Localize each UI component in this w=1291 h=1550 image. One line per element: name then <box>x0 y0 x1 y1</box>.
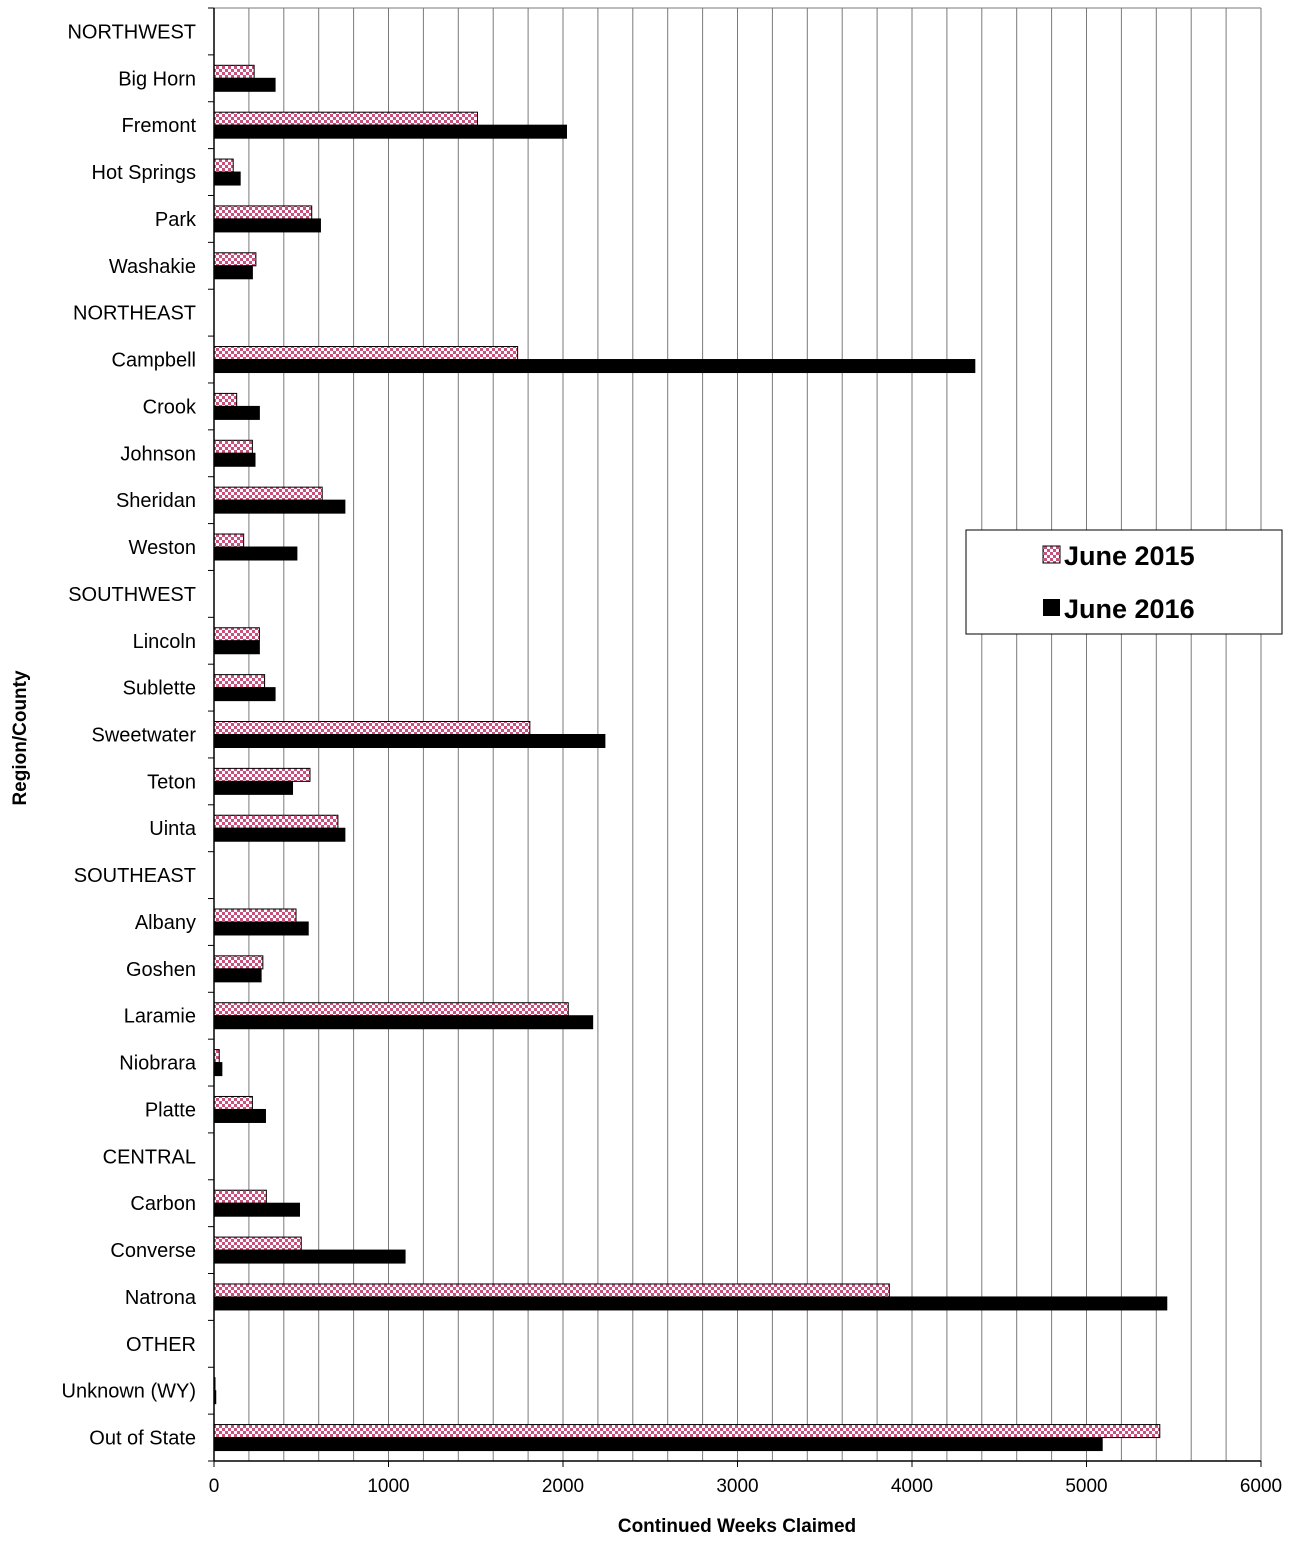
category-label: Out of State <box>89 1428 196 1450</box>
category-label: Niobrara <box>119 1053 197 1075</box>
y-axis-title: Region/County <box>10 670 31 806</box>
category-label: Natrona <box>125 1287 197 1309</box>
bar <box>213 111 478 126</box>
bar <box>213 452 256 467</box>
category-label: Big Horn <box>118 68 196 90</box>
category-label: NORTHWEST <box>67 21 196 43</box>
category-label: Goshen <box>126 959 196 981</box>
category-label: Weston <box>129 537 196 559</box>
bar <box>213 1236 302 1251</box>
bar <box>213 721 531 735</box>
category-label: Converse <box>110 1240 196 1262</box>
bar <box>213 1002 569 1017</box>
category-label: Sheridan <box>116 490 196 512</box>
bar <box>213 1049 220 1064</box>
x-tick-label: 2000 <box>542 1476 584 1497</box>
bar <box>213 955 264 970</box>
axes <box>208 7 1262 1467</box>
bar <box>213 64 255 79</box>
bar <box>213 1283 890 1298</box>
category-label: Teton <box>147 771 196 793</box>
bar <box>213 767 311 782</box>
category-label: Uinta <box>149 818 197 840</box>
x-tick-label: 4000 <box>891 1476 933 1497</box>
bar <box>213 1249 406 1264</box>
category-label: Johnson <box>120 443 196 465</box>
bar <box>213 486 323 501</box>
category-label: SOUTHWEST <box>68 584 196 606</box>
bar <box>213 546 298 561</box>
x-tick-label: 0 <box>209 1476 220 1497</box>
legend-label-june-2016: June 2016 <box>1064 594 1195 624</box>
bar <box>213 921 309 936</box>
bar <box>213 1062 223 1077</box>
bar <box>213 265 253 280</box>
bar <box>213 687 276 702</box>
category-label: Campbell <box>112 350 196 372</box>
bar <box>213 392 238 407</box>
category-label: Crook <box>143 396 197 418</box>
category-label: Sublette <box>123 678 196 700</box>
category-label: Carbon <box>130 1193 196 1215</box>
bar <box>213 499 346 514</box>
legend-box <box>965 529 1283 635</box>
bar <box>213 533 245 548</box>
x-tick-labels: 0 1000 2000 3000 4000 5000 6000 <box>209 1476 1282 1497</box>
category-label: Park <box>155 209 197 231</box>
bar <box>213 1015 594 1030</box>
bar <box>213 908 297 923</box>
category-label: Washakie <box>109 256 196 278</box>
bar <box>213 734 606 748</box>
bar <box>213 1202 301 1217</box>
bar <box>213 405 260 420</box>
category-label: Sweetwater <box>92 725 197 747</box>
bar <box>213 346 519 361</box>
category-label: Fremont <box>122 115 197 137</box>
bar <box>213 827 346 842</box>
bar <box>213 627 260 642</box>
bar <box>213 439 253 454</box>
bar <box>213 1424 1161 1439</box>
category-label: CENTRAL <box>103 1146 196 1168</box>
category-labels: NORTHWEST Big Horn Fremont Hot Springs Park W… <box>62 21 197 1449</box>
legend-swatch-june-2015 <box>1042 545 1061 564</box>
bar <box>213 1437 1103 1452</box>
x-tick-label: 6000 <box>1240 1476 1282 1497</box>
x-tick-label: 5000 <box>1065 1476 1107 1497</box>
bar <box>213 171 241 186</box>
bar <box>213 158 234 173</box>
legend-label-june-2015: June 2015 <box>1064 541 1195 571</box>
bar <box>213 124 567 139</box>
x-tick-label: 1000 <box>367 1476 409 1497</box>
bar <box>213 218 321 233</box>
category-label: Hot Springs <box>92 162 197 184</box>
bar <box>213 252 257 267</box>
category-label: NORTHEAST <box>73 303 196 325</box>
bar <box>213 1095 253 1110</box>
bar <box>213 968 262 983</box>
category-label: Albany <box>135 912 196 934</box>
bar <box>213 1108 266 1123</box>
category-label: Laramie <box>124 1006 196 1028</box>
bar <box>213 1189 267 1204</box>
legend: June 2015 June 2016 <box>965 529 1283 635</box>
category-label: Platte <box>145 1099 196 1121</box>
bar <box>213 1296 1168 1311</box>
x-axis-title: Continued Weeks Claimed <box>618 1516 856 1537</box>
bar <box>213 674 266 689</box>
bar <box>213 814 339 829</box>
legend-swatch-june-2016 <box>1043 599 1060 616</box>
bar <box>213 780 294 795</box>
bar <box>213 359 976 374</box>
bar <box>213 77 276 92</box>
bar <box>213 640 260 655</box>
x-tick-label: 3000 <box>716 1476 758 1497</box>
category-label: SOUTHEAST <box>74 865 196 887</box>
category-label: OTHER <box>126 1334 196 1356</box>
category-label: Lincoln <box>133 631 196 653</box>
category-label: Unknown (WY) <box>62 1381 196 1403</box>
bar <box>213 205 313 220</box>
